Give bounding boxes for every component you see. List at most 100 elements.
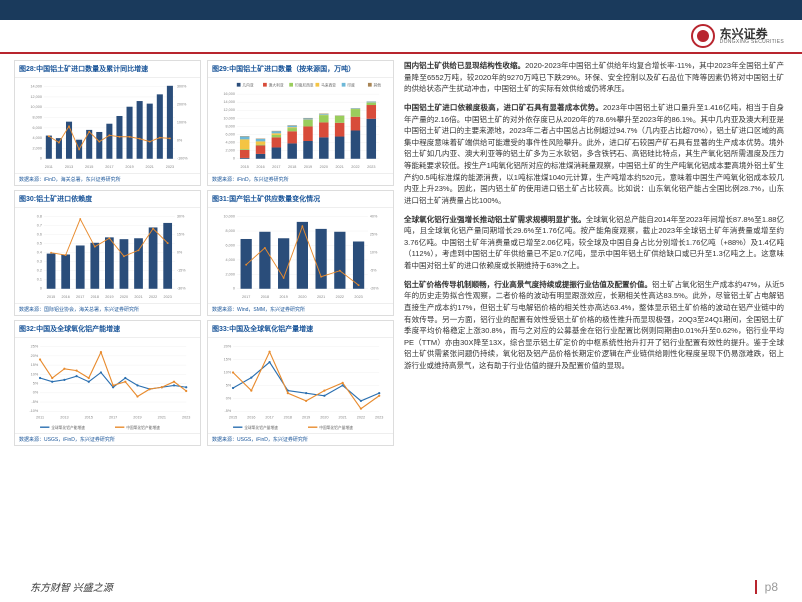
svg-text:2022: 2022 [357, 416, 365, 420]
svg-text:4,000: 4,000 [226, 258, 235, 262]
svg-text:5%: 5% [33, 381, 39, 385]
footer: 东方财智 兴盛之源 p8 [0, 573, 802, 602]
svg-text:30%: 30% [177, 215, 185, 219]
svg-text:-5%: -5% [32, 400, 39, 404]
svg-text:2018: 2018 [261, 295, 269, 299]
svg-text:2019: 2019 [304, 165, 312, 169]
svg-text:10%: 10% [224, 370, 232, 374]
svg-text:2023: 2023 [354, 295, 362, 299]
svg-text:中国氧化铝产量增速: 中国氧化铝产量增速 [319, 425, 353, 430]
svg-text:2017: 2017 [76, 295, 84, 299]
svg-text:2021: 2021 [335, 165, 343, 169]
svg-text:6,000: 6,000 [226, 132, 235, 136]
svg-text:0.8: 0.8 [37, 215, 42, 219]
svg-text:2021: 2021 [134, 295, 142, 299]
svg-text:15%: 15% [177, 233, 185, 237]
svg-text:200%: 200% [177, 103, 187, 107]
svg-text:300%: 300% [177, 85, 187, 89]
svg-text:8,000: 8,000 [226, 124, 235, 128]
svg-text:0: 0 [40, 287, 42, 291]
svg-text:14,000: 14,000 [30, 85, 41, 89]
svg-text:全球氧化铝产能增速: 全球氧化铝产能增速 [51, 425, 85, 430]
svg-text:2015: 2015 [47, 295, 55, 299]
svg-text:25%: 25% [31, 345, 39, 349]
svg-text:2023: 2023 [164, 295, 172, 299]
brand-en: DONGXING SECURITIES [720, 40, 784, 45]
svg-text:2015: 2015 [85, 165, 93, 169]
svg-text:2016: 2016 [256, 165, 264, 169]
header: 东兴证券 DONGXING SECURITIES [0, 20, 802, 52]
main-content: 图28:中国铝土矿进口数量及累计同比增速 0 2,000 4,000 6,000 8,0… [0, 54, 802, 446]
svg-text:2017: 2017 [265, 416, 273, 420]
svg-text:2021: 2021 [317, 295, 325, 299]
svg-text:全球氧化铝产量增速: 全球氧化铝产量增速 [244, 425, 278, 430]
chart-32: 图32:中国及全球氧化铝产能增速 -10%-5%0%5%10%15%20%25%… [14, 320, 201, 446]
svg-text:0.4: 0.4 [37, 251, 42, 255]
svg-text:15%: 15% [224, 357, 232, 361]
svg-text:2011: 2011 [36, 416, 44, 420]
chart-30: 图30:铝土矿进口依赖度 00.10.20.30.40.50.60.70.8-3… [14, 190, 201, 316]
svg-text:14,000: 14,000 [223, 100, 234, 104]
svg-text:-20%: -20% [370, 287, 379, 291]
svg-text:8,000: 8,000 [226, 229, 235, 233]
chart-title: 图33:中国及全球氧化铝产量增速 [208, 321, 393, 338]
chart-title: 图31:国产铝土矿供应数量变化情况 [208, 191, 393, 208]
svg-text:2017: 2017 [272, 165, 280, 169]
svg-text:其他: 其他 [374, 83, 382, 88]
svg-text:0.5: 0.5 [37, 242, 42, 246]
svg-text:2016: 2016 [61, 295, 69, 299]
svg-text:2,000: 2,000 [226, 149, 235, 153]
svg-text:-30%: -30% [177, 287, 186, 291]
svg-text:-15%: -15% [177, 269, 186, 273]
svg-text:-100%: -100% [177, 157, 188, 161]
svg-text:0: 0 [233, 157, 235, 161]
brand-logo: 东兴证券 DONGXING SECURITIES [691, 24, 784, 48]
svg-text:100%: 100% [177, 121, 187, 125]
svg-text:0%: 0% [33, 391, 39, 395]
chart-33: 图33:中国及全球氧化铝产量增速 -5%0%5%10%15%20%2015201… [207, 320, 394, 446]
svg-text:10,000: 10,000 [223, 215, 234, 219]
svg-text:5%: 5% [226, 383, 232, 387]
svg-text:8,000: 8,000 [33, 115, 42, 119]
svg-text:2015: 2015 [85, 416, 93, 420]
svg-text:2019: 2019 [125, 165, 133, 169]
brand-cn: 东兴证券 [720, 28, 784, 40]
svg-text:2023: 2023 [166, 165, 174, 169]
svg-text:2020: 2020 [320, 416, 328, 420]
svg-text:2019: 2019 [279, 295, 287, 299]
svg-text:0.1: 0.1 [37, 278, 42, 282]
text-column: 国内铝土矿供给已显现结构性收缩。2020-2023年中国铝土矿供给年均复合增长率… [404, 60, 784, 446]
svg-text:2023: 2023 [375, 416, 383, 420]
chart-31: 图31:国产铝土矿供应数量变化情况 02,0004,0006,0008,0001… [207, 190, 394, 316]
svg-text:2023: 2023 [367, 165, 375, 169]
svg-text:-10%: -10% [29, 409, 38, 413]
chart-title: 图32:中国及全球氧化铝产能增速 [15, 321, 200, 338]
svg-text:2018: 2018 [91, 295, 99, 299]
svg-text:2018: 2018 [288, 165, 296, 169]
svg-text:2020: 2020 [120, 295, 128, 299]
svg-text:4,000: 4,000 [33, 136, 42, 140]
svg-text:0.6: 0.6 [37, 233, 42, 237]
svg-text:10%: 10% [31, 372, 39, 376]
svg-text:40%: 40% [370, 215, 378, 219]
svg-text:0%: 0% [226, 396, 232, 400]
svg-text:2019: 2019 [133, 416, 141, 420]
svg-text:2,000: 2,000 [33, 146, 42, 150]
paragraph: 国内铝土矿供给已显现结构性收缩。2020-2023年中国铝土矿供给年均复合增长率… [404, 60, 784, 95]
svg-text:10,000: 10,000 [223, 116, 234, 120]
svg-text:6,000: 6,000 [33, 126, 42, 130]
svg-text:12,000: 12,000 [30, 95, 41, 99]
svg-text:12,000: 12,000 [223, 108, 234, 112]
svg-text:几内亚: 几内亚 [242, 83, 253, 88]
svg-text:印度尼西亚: 印度尼西亚 [295, 83, 314, 88]
logo-icon [691, 24, 715, 48]
svg-text:2017: 2017 [242, 295, 250, 299]
charts-grid: 图28:中国铝土矿进口数量及累计同比增速 0 2,000 4,000 6,000 8,0… [14, 60, 394, 446]
chart-title: 图28:中国铝土矿进口数量及累计同比增速 [15, 61, 200, 78]
svg-text:0: 0 [40, 157, 42, 161]
chart-29: 图29:中国铝土矿进口数量（按来源国，万吨） 02,0004,0006,0008… [207, 60, 394, 186]
svg-text:2023: 2023 [182, 416, 190, 420]
svg-text:2022: 2022 [336, 295, 344, 299]
svg-text:2016: 2016 [247, 416, 255, 420]
svg-text:2021: 2021 [339, 416, 347, 420]
